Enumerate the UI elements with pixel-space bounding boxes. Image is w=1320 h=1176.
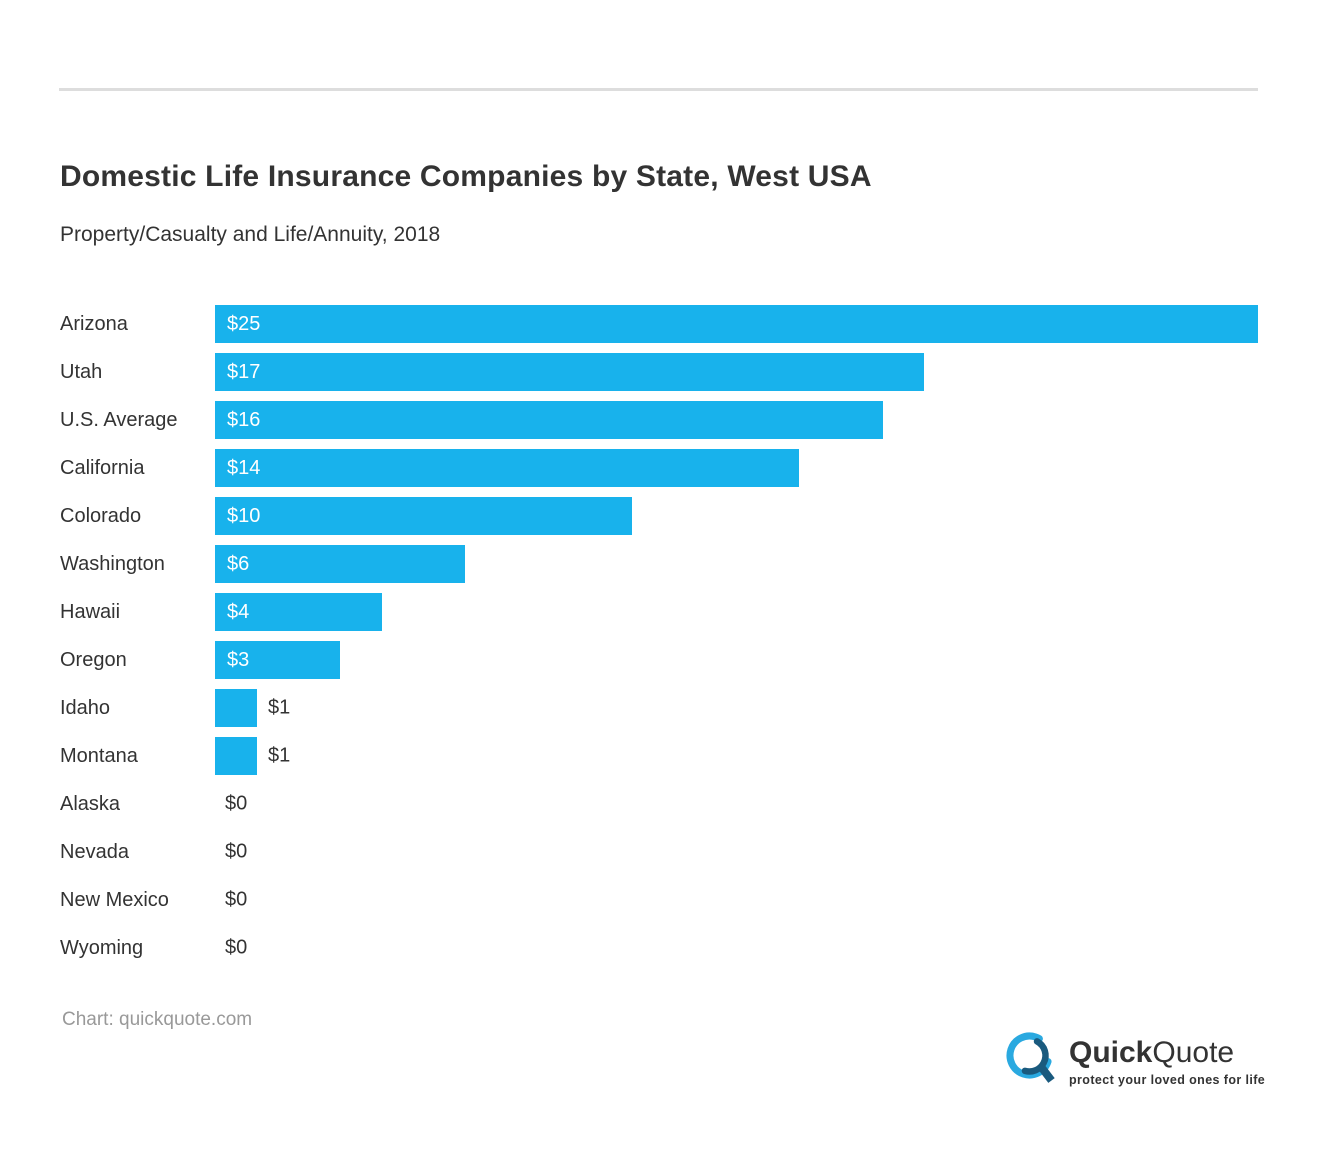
chart-subtitle: Property/Casualty and Life/Annuity, 2018: [60, 223, 441, 246]
magnifier-q-icon: [1006, 1032, 1055, 1083]
value-label: $0: [225, 792, 248, 815]
chart-row: Alaska $0: [60, 780, 1258, 828]
bar-area: $0: [215, 785, 1258, 823]
chart-row: Montana $1: [60, 732, 1258, 780]
category-label: Colorado: [60, 504, 142, 527]
bar-area: $0: [215, 833, 1258, 871]
category-label: Washington: [60, 552, 165, 575]
category-label: Montana: [60, 744, 138, 767]
bar: [215, 689, 257, 727]
logo-text: QuickQuote protect your loved ones for l…: [1069, 1031, 1266, 1088]
category-label: Idaho: [60, 696, 111, 719]
chart-row: Wyoming $0: [60, 924, 1258, 972]
chart-row: Washington $6: [60, 540, 1258, 588]
bar-area: $4: [215, 593, 1258, 631]
bar: $16: [215, 401, 883, 439]
bar: $14: [215, 449, 799, 487]
bar: $3: [215, 641, 340, 679]
category-label: Wyoming: [60, 936, 144, 959]
bar-area: $10: [215, 497, 1258, 535]
value-label: $6: [227, 552, 250, 575]
bar-area: $1: [215, 737, 1258, 775]
bar-area: $17: [215, 353, 1258, 391]
chart-row: Nevada $0: [60, 828, 1258, 876]
value-label: $17: [227, 360, 261, 383]
logo-brand: QuickQuote: [1069, 1038, 1265, 1068]
logo-tagline: protect your loved ones for life: [1069, 1073, 1266, 1087]
category-label: Utah: [60, 360, 103, 383]
logo-brand-quote: Quote: [1152, 1036, 1235, 1069]
value-label: $0: [225, 936, 248, 959]
chart-row: U.S. Average $16: [60, 396, 1258, 444]
logo-brand-quick: Quick: [1069, 1036, 1153, 1069]
quickquote-logo: QuickQuote protect your loved ones for l…: [1006, 1031, 1265, 1089]
value-label: $25: [227, 312, 261, 335]
value-label: $0: [225, 840, 248, 863]
chart-row: Colorado $10: [60, 492, 1258, 540]
value-label: $3: [227, 648, 250, 671]
chart-row: Arizona $25: [60, 300, 1258, 348]
bar-chart: Arizona $25 Utah $17 U.S. Average $16 Californ…: [60, 300, 1258, 972]
bar-area: $16: [215, 401, 1258, 439]
value-label: $0: [225, 888, 248, 911]
value-label: $4: [227, 600, 250, 623]
category-label: U.S. Average: [60, 408, 178, 431]
bar: $10: [215, 497, 632, 535]
chart-row: California $14: [60, 444, 1258, 492]
chart-row: Hawaii $4: [60, 588, 1258, 636]
category-label: Nevada: [60, 840, 129, 863]
category-label: Hawaii: [60, 600, 121, 623]
chart-row: Utah $17: [60, 348, 1258, 396]
bar-area: $25: [215, 305, 1258, 343]
chart-title: Domestic Life Insurance Companies by Sta…: [60, 160, 872, 193]
bar: [215, 737, 257, 775]
value-label: $14: [227, 456, 261, 479]
bar-area: $3: [215, 641, 1258, 679]
bar-area: $0: [215, 881, 1258, 919]
bar: $25: [215, 305, 1258, 343]
bar-area: $0: [215, 929, 1258, 967]
category-label: Oregon: [60, 648, 127, 671]
category-label: California: [60, 456, 145, 479]
category-label: New Mexico: [60, 888, 169, 911]
value-label: $16: [227, 408, 261, 431]
value-label: $1: [268, 744, 291, 767]
chart-row: Idaho $1: [60, 684, 1258, 732]
chart-row: New Mexico $0: [60, 876, 1258, 924]
bar-area: $6: [215, 545, 1258, 583]
category-label: Arizona: [60, 312, 128, 335]
bar-area: $1: [215, 689, 1258, 727]
bar: $17: [215, 353, 924, 391]
top-divider: [59, 88, 1258, 91]
attribution: Chart: quickquote.com: [62, 1009, 253, 1030]
value-label: $1: [268, 696, 291, 719]
category-label: Alaska: [60, 792, 121, 815]
value-label: $10: [227, 504, 261, 527]
bar-area: $14: [215, 449, 1258, 487]
chart-row: Oregon $3: [60, 636, 1258, 684]
bar: $4: [215, 593, 382, 631]
bar: $6: [215, 545, 465, 583]
